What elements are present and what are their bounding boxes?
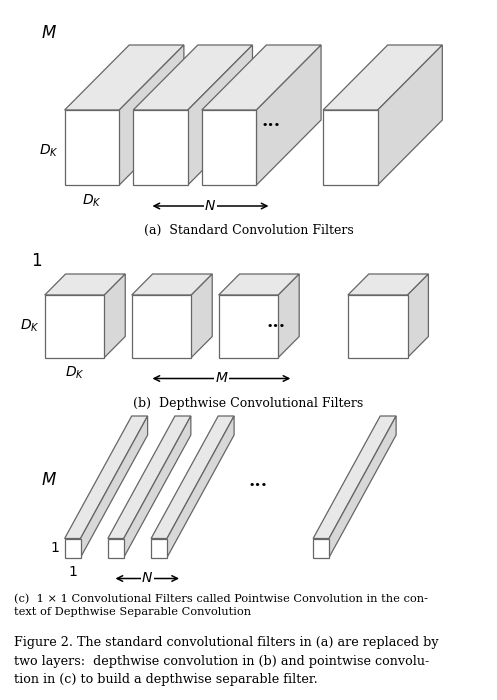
- Polygon shape: [119, 45, 184, 185]
- Polygon shape: [219, 295, 278, 358]
- Polygon shape: [133, 45, 252, 110]
- Text: $1$: $1$: [31, 253, 42, 270]
- Polygon shape: [151, 538, 167, 557]
- Text: $1$: $1$: [50, 541, 60, 555]
- Polygon shape: [132, 295, 191, 358]
- Polygon shape: [202, 45, 321, 110]
- Polygon shape: [313, 538, 329, 557]
- Polygon shape: [191, 274, 212, 358]
- Text: $1$: $1$: [68, 565, 78, 579]
- Text: Figure 2. The standard convolutional filters in (a) are replaced by
two layers: : Figure 2. The standard convolutional fil…: [14, 636, 438, 686]
- Text: $M$: $M$: [41, 25, 57, 43]
- Text: (a)  Standard Convolution Filters: (a) Standard Convolution Filters: [144, 224, 353, 237]
- Polygon shape: [108, 416, 191, 538]
- Text: ...: ...: [249, 472, 268, 489]
- Polygon shape: [81, 416, 148, 557]
- Polygon shape: [65, 110, 119, 185]
- Polygon shape: [108, 538, 124, 557]
- Text: $M$: $M$: [41, 472, 57, 489]
- Polygon shape: [408, 274, 428, 358]
- Polygon shape: [323, 45, 442, 110]
- Polygon shape: [133, 110, 188, 185]
- Polygon shape: [167, 416, 234, 557]
- Polygon shape: [188, 45, 252, 185]
- Text: $M$: $M$: [215, 372, 228, 386]
- Text: ...: ...: [261, 113, 280, 130]
- Text: $N$: $N$: [204, 199, 217, 213]
- Text: $D_K$: $D_K$: [65, 365, 84, 382]
- Text: $D_K$: $D_K$: [82, 193, 102, 209]
- Polygon shape: [378, 45, 442, 185]
- Polygon shape: [202, 110, 256, 185]
- Polygon shape: [65, 538, 81, 557]
- Polygon shape: [104, 274, 125, 358]
- Text: (b)  Depthwise Convolutional Filters: (b) Depthwise Convolutional Filters: [133, 396, 364, 410]
- Text: ...: ...: [266, 313, 285, 331]
- Polygon shape: [348, 274, 428, 295]
- Polygon shape: [256, 45, 321, 185]
- Polygon shape: [348, 295, 408, 358]
- Polygon shape: [124, 416, 191, 557]
- Text: $D_K$: $D_K$: [20, 318, 40, 335]
- Polygon shape: [65, 416, 148, 538]
- Polygon shape: [313, 416, 396, 538]
- Polygon shape: [132, 274, 212, 295]
- Text: $D_K$: $D_K$: [39, 143, 59, 160]
- Polygon shape: [65, 45, 184, 110]
- Text: $N$: $N$: [141, 571, 153, 585]
- Polygon shape: [45, 274, 125, 295]
- Polygon shape: [45, 295, 104, 358]
- Polygon shape: [219, 274, 299, 295]
- Polygon shape: [323, 110, 378, 185]
- Text: (c)  1 × 1 Convolutional Filters called Pointwise Convolution in the con-
text o: (c) 1 × 1 Convolutional Filters called P…: [14, 594, 428, 617]
- Polygon shape: [329, 416, 396, 557]
- Polygon shape: [151, 416, 234, 538]
- Polygon shape: [278, 274, 299, 358]
